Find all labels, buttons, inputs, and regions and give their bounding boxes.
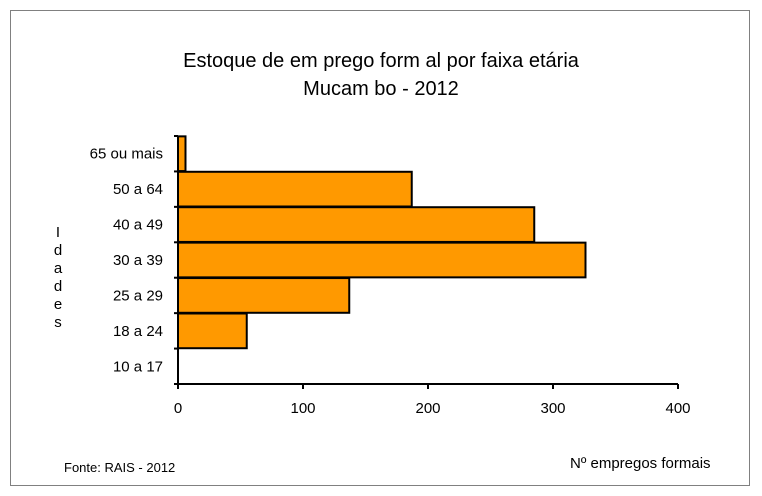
- chart-subtitle: Mucam bo - 2012: [303, 78, 459, 100]
- bar: [177, 312, 248, 350]
- x-axis-label: Nº empregos formais: [570, 455, 711, 472]
- bar: [177, 206, 536, 243]
- source-note: Fonte: RAIS - 2012: [64, 460, 176, 475]
- y-tick-label: 10 a 17: [113, 358, 163, 375]
- y-axis-label-letter: d: [53, 242, 63, 259]
- chart-frame: [10, 10, 750, 486]
- chart-title: Estoque de em prego form al por faixa et…: [183, 50, 579, 72]
- x-tick-label: 100: [290, 400, 315, 417]
- bar: [177, 241, 587, 279]
- y-tick-label: 25 a 29: [113, 287, 163, 304]
- y-tick-label: 18 a 24: [113, 323, 163, 340]
- y-axis-label-letter: s: [54, 314, 62, 331]
- bar: [177, 135, 187, 173]
- bar: [177, 277, 351, 314]
- y-axis-label: I d a d e s: [52, 224, 64, 332]
- bar: [177, 170, 413, 208]
- x-tick-label: 400: [665, 400, 690, 417]
- y-axis-label-letter: d: [53, 278, 63, 295]
- x-tick-label: 300: [540, 400, 565, 417]
- y-tick-label: 40 a 49: [113, 217, 163, 234]
- y-tick-label: 30 a 39: [113, 252, 163, 269]
- y-tick-label: 50 a 64: [113, 181, 163, 198]
- x-tick-label: 200: [415, 400, 440, 417]
- y-axis-label-letter: a: [53, 260, 63, 277]
- y-tick-label: 65 ou mais: [90, 146, 163, 163]
- x-tick-label: 0: [174, 400, 182, 417]
- y-axis-label-letter: I: [55, 224, 61, 241]
- y-axis-label-letter: e: [53, 296, 63, 313]
